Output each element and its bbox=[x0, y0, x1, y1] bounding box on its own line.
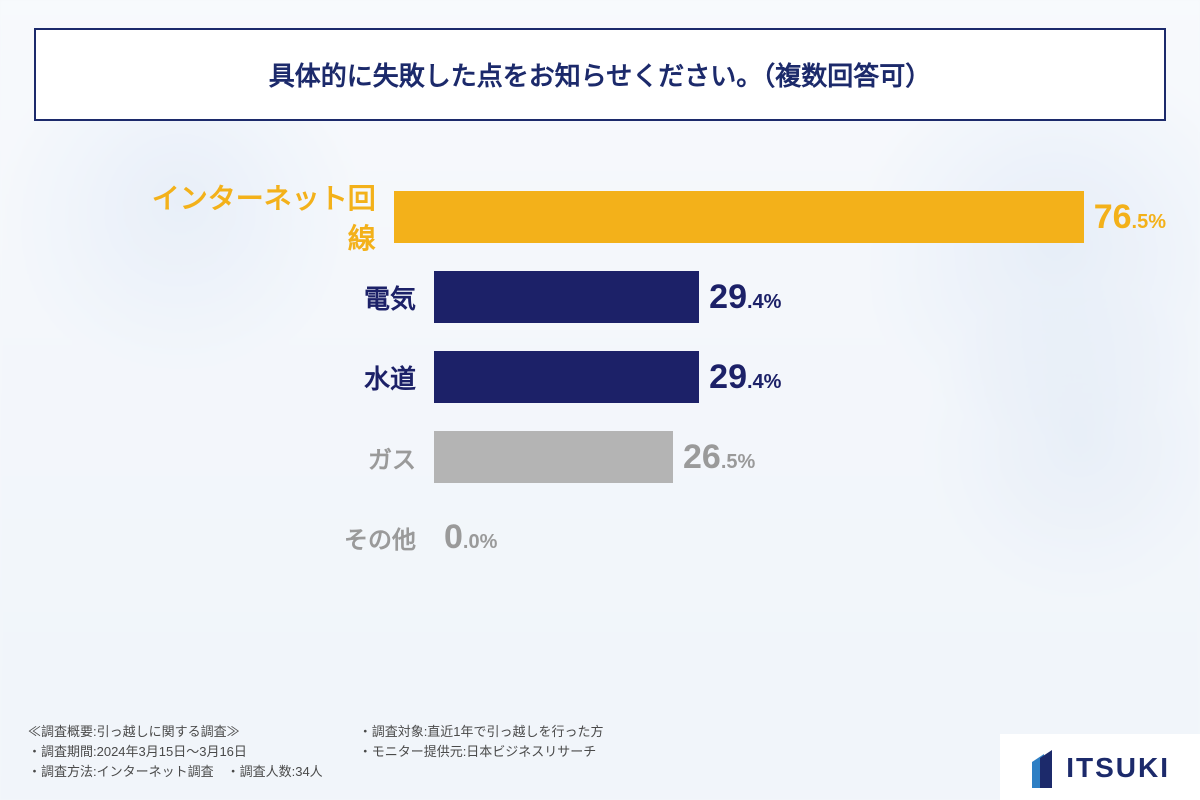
content: 具体的に失敗した点をお知らせください。（複数回答可） インターネット回線76.5… bbox=[0, 0, 1200, 800]
footer-col-1: ≪調査概要:引っ越しに関する調査≫・調査期間:2024年3月15日～3月16日・… bbox=[28, 722, 323, 782]
chart-row: ガス 26.5% bbox=[124, 431, 1166, 483]
bar bbox=[434, 351, 699, 403]
bar-wrap: 76.5% bbox=[394, 191, 1166, 243]
category-label: 電気 bbox=[124, 279, 434, 316]
title-text: 具体的に失敗した点をお知らせください。（複数回答可） bbox=[269, 61, 931, 91]
footer-line: ・モニター提供元:日本ビジネスリサーチ bbox=[359, 742, 604, 762]
bar-wrap: 29.4% bbox=[434, 351, 1166, 403]
bar-wrap: 26.5% bbox=[434, 431, 1166, 483]
value-label: 29.4% bbox=[709, 278, 781, 317]
value-label: 26.5% bbox=[683, 438, 755, 477]
category-label: ガス bbox=[124, 440, 434, 475]
bar-wrap: 29.4% bbox=[434, 271, 1166, 323]
value-label: 29.4% bbox=[709, 358, 781, 397]
bar bbox=[434, 271, 699, 323]
value-label: 0.0% bbox=[444, 518, 497, 557]
title-box: 具体的に失敗した点をお知らせください。（複数回答可） bbox=[34, 28, 1166, 121]
footer-line: ・調査期間:2024年3月15日～3月16日 bbox=[28, 742, 323, 762]
bar bbox=[434, 431, 673, 483]
footer-line: ・調査方法:インターネット調査 ・調査人数:34人 bbox=[28, 762, 323, 782]
logo-mark-icon bbox=[1030, 748, 1060, 788]
bar bbox=[394, 191, 1084, 243]
footer-notes: ≪調査概要:引っ越しに関する調査≫・調査期間:2024年3月15日～3月16日・… bbox=[28, 722, 604, 782]
logo: ITSUKI bbox=[1000, 734, 1200, 800]
chart-row: その他 0.0% bbox=[124, 511, 1166, 563]
category-label: その他 bbox=[124, 520, 434, 555]
footer-line: ・調査対象:直近1年で引っ越しを行った方 bbox=[359, 722, 604, 742]
chart-row: インターネット回線76.5% bbox=[124, 191, 1166, 243]
bar-chart: インターネット回線76.5% 電気 29.4% 水道 29.4% ガス 26.5% その他 0.… bbox=[34, 191, 1166, 563]
footer-col-2: ・調査対象:直近1年で引っ越しを行った方・モニター提供元:日本ビジネスリサーチ bbox=[359, 722, 604, 782]
category-label: 水道 bbox=[124, 359, 434, 396]
chart-row: 電気 29.4% bbox=[124, 271, 1166, 323]
bar-wrap: 0.0% bbox=[434, 511, 1166, 563]
logo-text: ITSUKI bbox=[1066, 752, 1170, 784]
value-label: 76.5% bbox=[1094, 198, 1166, 237]
footer-line: ≪調査概要:引っ越しに関する調査≫ bbox=[28, 722, 323, 742]
chart-row: 水道 29.4% bbox=[124, 351, 1166, 403]
category-label: インターネット回線 bbox=[124, 177, 394, 257]
